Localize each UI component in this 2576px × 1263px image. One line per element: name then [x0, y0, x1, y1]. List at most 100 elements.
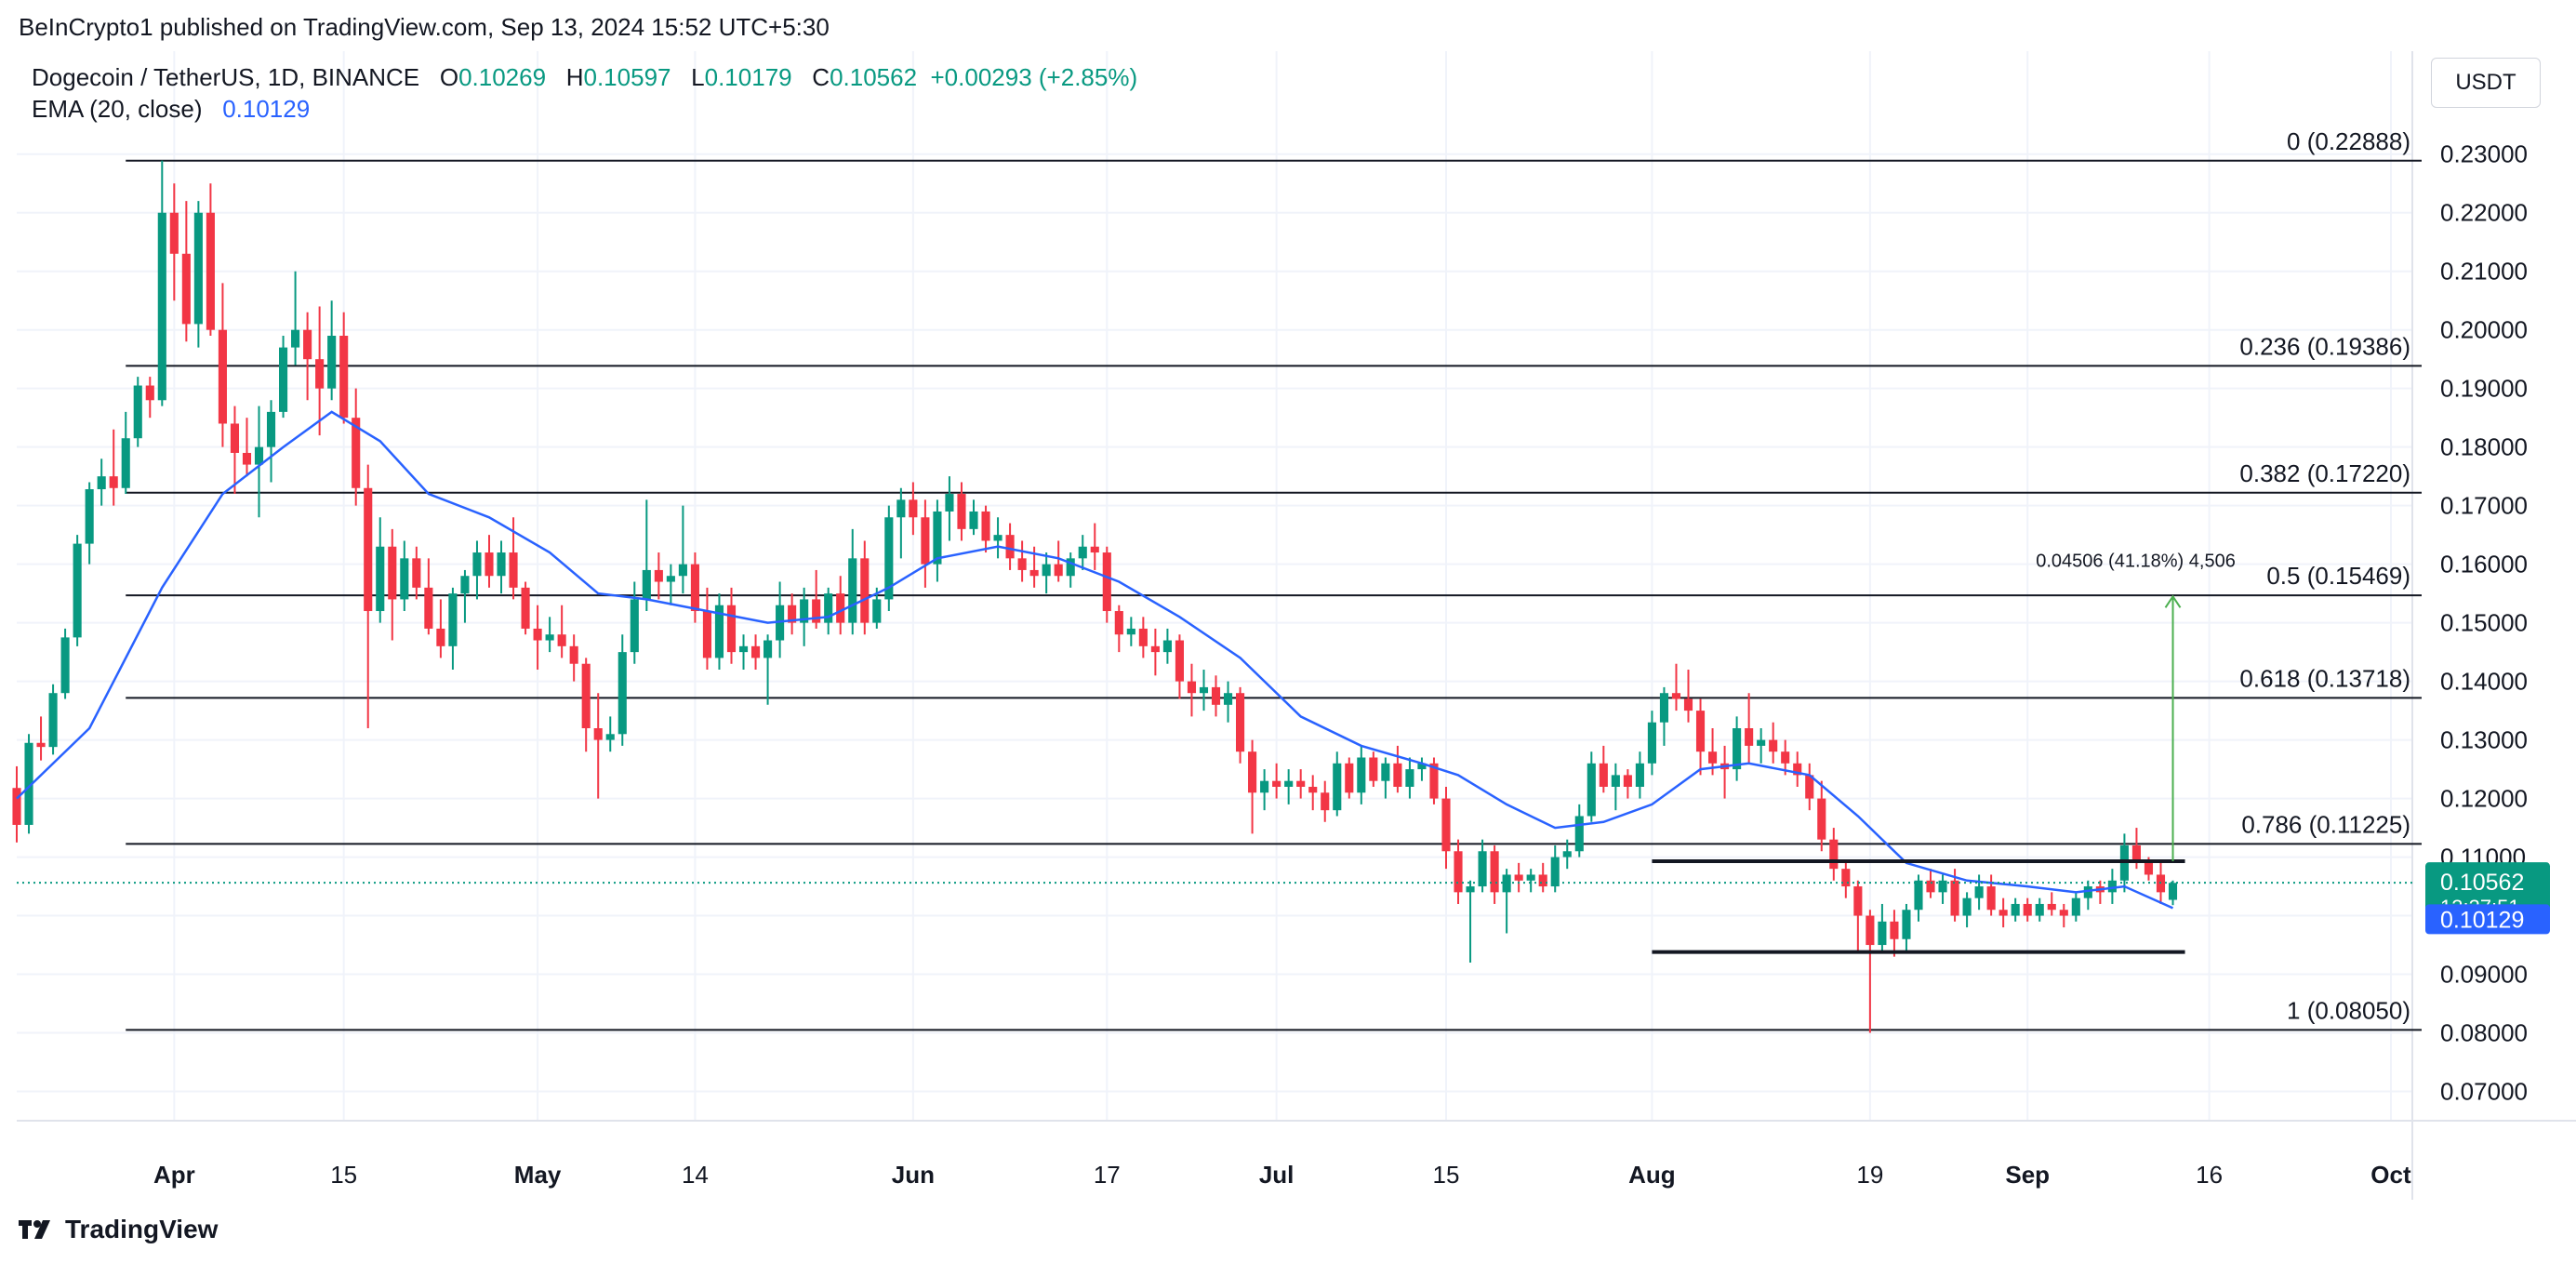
ema-value: 0.10129 [222, 95, 311, 123]
candle-down [1866, 915, 1875, 946]
candle-down [1054, 564, 1063, 577]
candle-up [1357, 757, 1366, 793]
fib-level-label: 0.618 (0.13718) [2239, 664, 2410, 692]
high-label: H [565, 63, 584, 91]
candle-down [2131, 844, 2142, 863]
candle-down [1829, 839, 1839, 870]
candle-up [73, 543, 82, 638]
fib-level-label: 0.5 (0.15469) [2266, 562, 2410, 590]
candle-down [303, 329, 312, 360]
candle-up [764, 640, 773, 658]
x-tick-label: 17 [1094, 1161, 1121, 1189]
candle-down [1695, 711, 1706, 752]
candle-up [1974, 886, 1984, 898]
candle-down [1272, 780, 1281, 787]
candle-up [2168, 883, 2178, 900]
candle-up [400, 558, 409, 600]
candle-down [2023, 903, 2032, 916]
x-tick-label: 16 [2196, 1161, 2223, 1189]
tradingview-logo-icon [19, 1220, 50, 1239]
candle-up [266, 411, 276, 447]
candle-up [1381, 763, 1390, 781]
candle-up [884, 517, 894, 600]
x-tick-label: Apr [153, 1161, 195, 1189]
candle-up [1914, 880, 1923, 911]
last-price-label: 0.10562 [2440, 870, 2524, 896]
candle-down [1805, 775, 1814, 799]
candle-up [933, 511, 942, 565]
candle-up [1405, 769, 1414, 787]
candle-up [1078, 546, 1087, 559]
open-label: O [439, 63, 459, 91]
candle-up [60, 637, 70, 694]
candle-up [1574, 816, 1584, 852]
candle-up [872, 599, 882, 623]
high-value: 0.10597 [583, 63, 671, 91]
candle-up [2083, 886, 2092, 898]
currency-button[interactable]: USDT [2431, 58, 2541, 108]
candle-up [278, 347, 288, 412]
ema-legend[interactable]: EMA (20, close) 0.10129 [32, 95, 310, 124]
candle-down [812, 599, 821, 623]
candle-up [1635, 763, 1644, 787]
ema-label: EMA (20, close) [32, 95, 203, 123]
fib-level-label: 1 (0.08050) [2287, 996, 2410, 1024]
candle-up [896, 499, 906, 518]
candle-up [460, 576, 470, 594]
candle-up [1417, 763, 1427, 770]
symbol-legend: Dogecoin / TetherUS, 1D, BINANCE O0.1026… [32, 63, 1137, 92]
candle-down [921, 517, 930, 565]
candle-down [1769, 739, 1778, 752]
candle-up [1659, 693, 1669, 723]
candle-up [800, 599, 809, 623]
candle-up [497, 552, 506, 577]
candle-down [315, 359, 325, 389]
candle-down [1514, 874, 1523, 881]
tradingview-logo[interactable]: TradingView [19, 1215, 218, 1244]
candle-down [593, 728, 603, 740]
candle-down [242, 452, 252, 465]
candle-down [1429, 763, 1439, 799]
y-tick-label: 0.22000 [2440, 199, 2528, 227]
candle-up [678, 564, 687, 577]
candle-down [364, 487, 373, 612]
candle-up [472, 552, 482, 577]
candle-down [1175, 640, 1184, 682]
y-tick-label: 0.17000 [2440, 492, 2528, 520]
candle-down [726, 605, 737, 653]
candle-up [1938, 880, 1947, 893]
x-tick-label: 19 [1856, 1161, 1883, 1189]
candle-down [788, 605, 797, 623]
candle-down [1005, 535, 1015, 559]
candle-up [2071, 897, 2080, 916]
candle-up [1902, 910, 1911, 939]
publisher-line: BeInCrypto1 published on TradingView.com… [19, 13, 830, 41]
candle-down [1926, 880, 1935, 893]
candle-up [85, 489, 94, 544]
low-label: L [691, 63, 705, 91]
candle-up [1042, 564, 1051, 577]
candle-down [1308, 786, 1318, 793]
candle-up [48, 693, 58, 748]
x-tick-label: Jun [892, 1161, 935, 1189]
y-tick-label: 0.18000 [2440, 433, 2528, 461]
candle-down [169, 212, 179, 254]
open-value: 0.10269 [458, 63, 547, 91]
candle-up [1260, 780, 1269, 793]
candle-down [1671, 693, 1681, 699]
y-tick-label: 0.15000 [2440, 609, 2528, 637]
close-value: 0.10562 [830, 63, 918, 91]
candle-up [1478, 851, 1487, 887]
candle-up [1611, 775, 1620, 787]
candle-down [230, 423, 240, 453]
candle-down [109, 476, 118, 488]
candle-up [714, 605, 724, 658]
candle-down [1599, 763, 1608, 787]
candle-down [533, 628, 542, 641]
candle-down [1369, 757, 1378, 781]
candle-down [1454, 851, 1463, 893]
candle-up [1526, 874, 1535, 881]
candle-up [1587, 763, 1596, 817]
